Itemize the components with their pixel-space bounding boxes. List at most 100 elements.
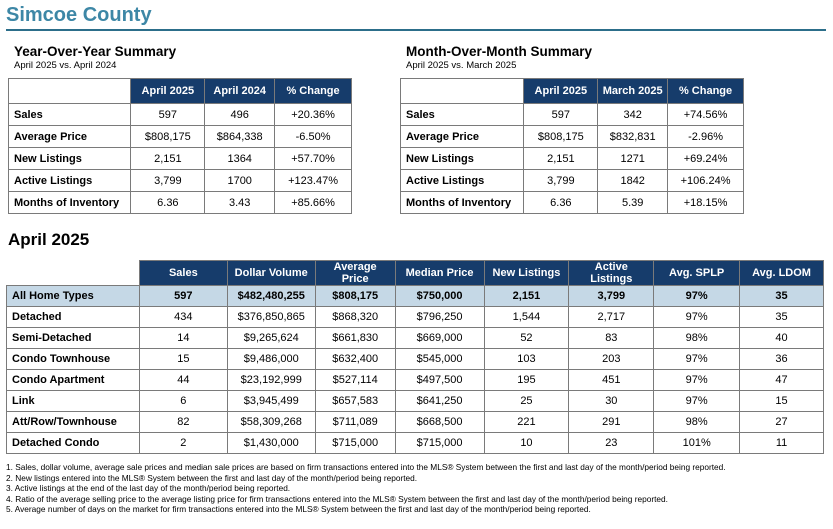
col-header-active-listings: Active Listings [568, 260, 655, 286]
mom-subheading: April 2025 vs. March 2025 [406, 60, 517, 71]
cell: 25 [483, 390, 570, 412]
cell: $641,250 [394, 390, 485, 412]
row-label: New Listings [399, 147, 525, 170]
yoy-header-row: April 2025 April 2024 % Change [7, 78, 352, 104]
cell: 6 [138, 390, 228, 412]
table-row: Months of Inventory 6.36 3.43 +85.66% [7, 191, 352, 214]
cell: 6.36 [130, 191, 206, 214]
yoy-heading: Year-Over-Year Summary [14, 44, 177, 59]
row-label: Detached [6, 306, 140, 328]
row-label: Average Price [399, 125, 525, 148]
row-label: Active Listings [7, 169, 132, 192]
row-label: Active Listings [399, 169, 525, 192]
cell: 10 [483, 432, 570, 454]
cell: 2,151 [130, 147, 206, 170]
table-row: Active Listings 3,799 1842 +106.24% [399, 169, 744, 192]
cell: 3,799 [568, 285, 655, 307]
cell: 97% [653, 306, 741, 328]
cell: +106.24% [667, 169, 744, 192]
cell: 40 [739, 327, 824, 349]
cell: $808,175 [314, 285, 396, 307]
table-row: Sales 597 496 +20.36% [7, 103, 352, 126]
cell: 82 [138, 411, 228, 433]
cell: 15 [138, 348, 228, 370]
cell: $715,000 [394, 432, 485, 454]
cell: -6.50% [274, 125, 352, 148]
cell: +74.56% [667, 103, 744, 126]
table-row: New Listings 2,151 1364 +57.70% [7, 147, 352, 170]
col-header-avg-splp: Avg. SPLP [653, 260, 741, 286]
cell: $3,945,499 [226, 390, 316, 412]
cell: 36 [739, 348, 824, 370]
cell: 97% [653, 390, 741, 412]
cell: $808,175 [523, 125, 599, 148]
table-row: Condo Townhouse 15 $9,486,000 $632,400 $… [6, 348, 824, 370]
footnote: 2. New listings entered into the MLS® Sy… [6, 472, 418, 483]
cell: 1,544 [483, 306, 570, 328]
cell: 35 [739, 306, 824, 328]
cell: +57.70% [274, 147, 352, 170]
mom-col-header: April 2025 [523, 78, 599, 104]
table-row: Average Price $808,175 $864,338 -6.50% [7, 125, 352, 148]
cell: 15 [739, 390, 824, 412]
cell: +20.36% [274, 103, 352, 126]
cell: 597 [523, 103, 599, 126]
cell: 221 [483, 411, 570, 433]
footnote: 5. Average number of days on the market … [6, 504, 591, 515]
cell: 44 [138, 369, 228, 391]
mom-col-header: % Change [667, 78, 744, 104]
footnote: 3. Active listings at the end of the las… [6, 483, 291, 494]
cell: $661,830 [314, 327, 396, 349]
cell: 597 [130, 103, 206, 126]
cell: 83 [568, 327, 655, 349]
col-header-average-price: Average Price [314, 260, 396, 286]
row-label: Months of Inventory [7, 191, 132, 214]
row-label: Condo Apartment [6, 369, 140, 391]
cell: -2.96% [667, 125, 744, 148]
cell: $669,000 [394, 327, 485, 349]
cell: 11 [739, 432, 824, 454]
col-header-median-price: Median Price [394, 260, 485, 286]
mom-header-blank [399, 78, 525, 104]
cell: 3,799 [130, 169, 206, 192]
table-row: Semi-Detached 14 $9,265,624 $661,830 $66… [6, 327, 824, 349]
cell: 1700 [204, 169, 276, 192]
cell: 97% [653, 348, 741, 370]
cell: 2 [138, 432, 228, 454]
row-label: Sales [7, 103, 132, 126]
row-label: Average Price [7, 125, 132, 148]
cell: 2,717 [568, 306, 655, 328]
table-row: Att/Row/Townhouse 82 $58,309,268 $711,08… [6, 411, 824, 433]
cell: $497,500 [394, 369, 485, 391]
cell: +123.47% [274, 169, 352, 192]
cell: 496 [204, 103, 276, 126]
cell: 23 [568, 432, 655, 454]
row-label: New Listings [7, 147, 132, 170]
yoy-table: April 2025 April 2024 % Change Sales 597… [7, 78, 352, 214]
table-row: Active Listings 3,799 1700 +123.47% [7, 169, 352, 192]
cell: $711,089 [314, 411, 396, 433]
row-label: Link [6, 390, 140, 412]
cell: $1,430,000 [226, 432, 316, 454]
cell: $864,338 [204, 125, 276, 148]
cell: $376,850,865 [226, 306, 316, 328]
row-label: Sales [399, 103, 525, 126]
row-label: Months of Inventory [399, 191, 525, 214]
mom-col-header: March 2025 [597, 78, 669, 104]
page-title: Simcoe County [6, 4, 152, 26]
cell: $868,320 [314, 306, 396, 328]
cell: 195 [483, 369, 570, 391]
table-row: Detached Condo 2 $1,430,000 $715,000 $71… [6, 432, 824, 454]
main-header-row: Sales Dollar Volume Average Price Median… [6, 260, 824, 286]
cell: $9,265,624 [226, 327, 316, 349]
table-row-total: All Home Types 597 $482,480,255 $808,175… [6, 285, 824, 307]
cell: 103 [483, 348, 570, 370]
cell: $58,309,268 [226, 411, 316, 433]
cell: 101% [653, 432, 741, 454]
col-header-dollar-volume: Dollar Volume [226, 260, 316, 286]
cell: 27 [739, 411, 824, 433]
cell: 1364 [204, 147, 276, 170]
cell: +69.24% [667, 147, 744, 170]
cell: 30 [568, 390, 655, 412]
cell: $715,000 [314, 432, 396, 454]
